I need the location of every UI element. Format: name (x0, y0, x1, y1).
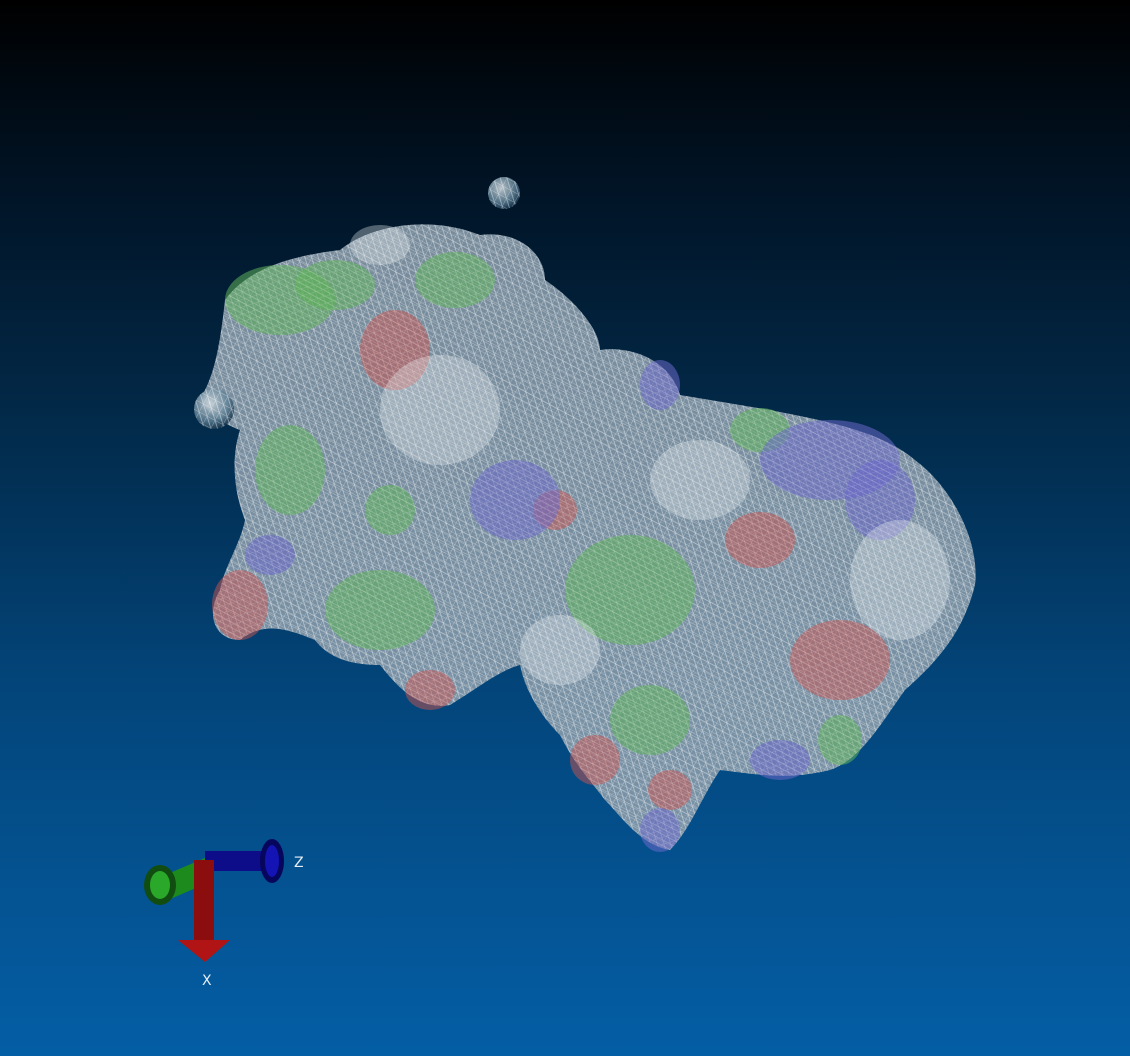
axis-z-label: Z (294, 855, 304, 871)
axis-x-label: X (202, 973, 212, 989)
detached-spheres (194, 177, 520, 429)
axis-triad (144, 839, 284, 962)
surface-mesh-overlay (202, 224, 976, 851)
